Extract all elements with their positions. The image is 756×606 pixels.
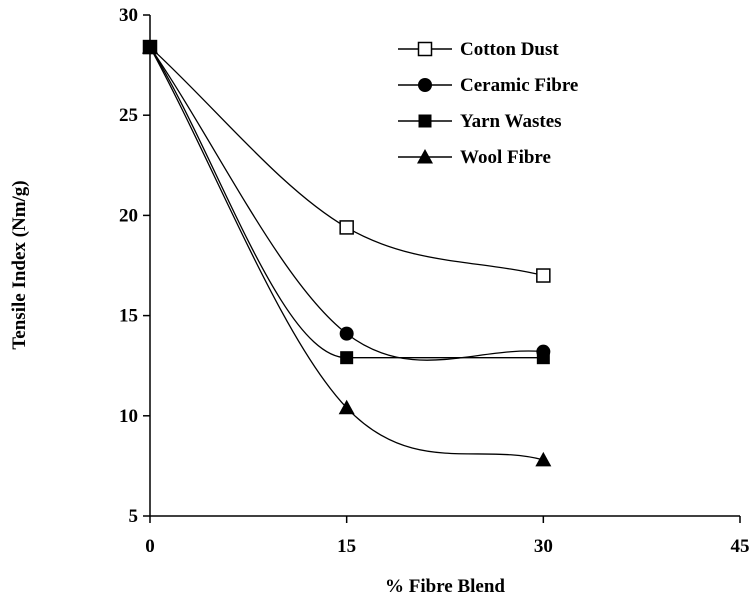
legend-item-wool-fibre: Wool Fibre bbox=[398, 147, 551, 168]
y-tick-label: 30 bbox=[119, 5, 138, 26]
x-axis-title: % Fibre Blend bbox=[385, 576, 505, 597]
legend-item-yarn-wastes: Yarn Wastes bbox=[398, 111, 562, 132]
legend-label: Yarn Wastes bbox=[460, 111, 562, 132]
series-line-ceramic-fibre bbox=[149, 46, 544, 361]
series-line-yarn-wastes bbox=[149, 46, 544, 359]
y-tick-label: 10 bbox=[119, 406, 138, 427]
legend-marker-wool-fibre bbox=[417, 149, 433, 164]
x-tick-label: 0 bbox=[145, 536, 155, 557]
data-point-yarn-wastes bbox=[340, 351, 354, 365]
data-point-cotton-dust bbox=[339, 220, 354, 235]
legend-marker-ceramic-fibre bbox=[418, 78, 432, 92]
data-point-wool-fibre bbox=[142, 39, 158, 54]
y-tick-label: 5 bbox=[129, 506, 139, 527]
legend-label: Ceramic Fibre bbox=[460, 75, 578, 96]
legend-label: Wool Fibre bbox=[460, 147, 551, 168]
series bbox=[142, 39, 552, 467]
legend-marker-yarn-wastes bbox=[418, 114, 432, 128]
y-tick-label: 20 bbox=[119, 205, 138, 226]
data-point-ceramic-fibre bbox=[339, 326, 354, 341]
axes bbox=[149, 15, 740, 517]
y-tick-label: 15 bbox=[119, 306, 138, 327]
legend: Cotton Dust Ceramic Fibre Yarn Wastes Wool … bbox=[398, 39, 578, 168]
series-wool-fibre bbox=[142, 39, 552, 467]
data-point-cotton-dust bbox=[536, 268, 551, 283]
x-tick-label: 30 bbox=[534, 536, 553, 557]
data-point-wool-fibre bbox=[338, 399, 355, 415]
y-tick-label: 25 bbox=[119, 105, 138, 126]
y-axis-title: Tensile Index (Nm/g) bbox=[9, 180, 30, 349]
legend-label: Cotton Dust bbox=[460, 39, 559, 60]
data-point-wool-fibre bbox=[535, 451, 552, 467]
x-tick-label: 15 bbox=[337, 536, 356, 557]
series-line-wool-fibre bbox=[149, 46, 544, 461]
legend-marker-cotton-dust bbox=[417, 41, 433, 57]
legend-item-cotton-dust: Cotton Dust bbox=[398, 39, 559, 60]
data-point-yarn-wastes bbox=[536, 351, 550, 365]
legend-item-ceramic-fibre: Ceramic Fibre bbox=[398, 75, 578, 96]
x-tick-label: 45 bbox=[731, 536, 750, 557]
ticks: 5 10 15 20 25 30 0 15 30 45 bbox=[119, 5, 750, 557]
